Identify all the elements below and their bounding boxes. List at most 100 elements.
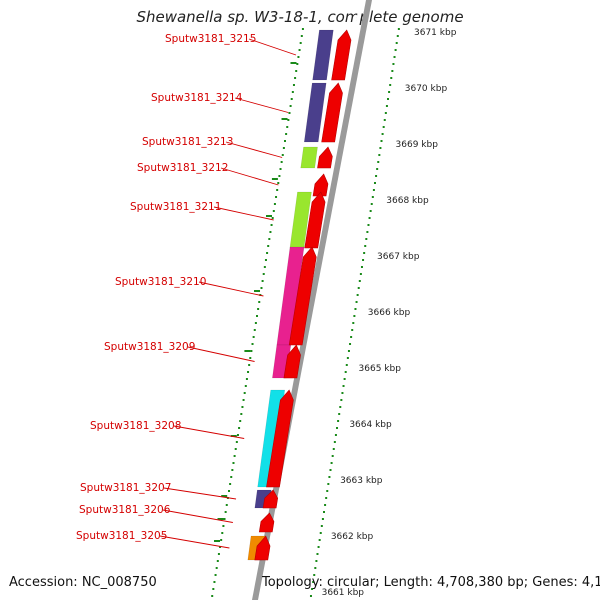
outer-tick-dot bbox=[389, 84, 392, 86]
inner-tick-dot bbox=[217, 553, 220, 555]
inner-tick-dot bbox=[229, 483, 232, 485]
outer-tick-dot bbox=[337, 420, 340, 422]
gene-leader-line bbox=[213, 206, 274, 221]
gene-label: Sputw3181_3208 bbox=[90, 420, 181, 432]
gene-arrow bbox=[331, 29, 352, 81]
outer-tick-dot bbox=[376, 168, 379, 170]
outer-tick-dot bbox=[366, 231, 369, 233]
inner-tick-dot bbox=[280, 161, 283, 163]
outer-tick-dot bbox=[330, 462, 333, 464]
outer-tick-dot bbox=[321, 518, 324, 520]
gene-label: Sputw3181_3213 bbox=[142, 136, 233, 148]
outer-tick-dot bbox=[358, 280, 361, 282]
inner-tick-dot bbox=[273, 203, 276, 205]
inner-tick-dot bbox=[211, 595, 214, 597]
gene-arrow bbox=[304, 191, 326, 249]
gene-label: Sputw3181_3210 bbox=[115, 276, 206, 288]
kbp-tick-label: 3669 kbp bbox=[396, 140, 439, 150]
inner-tick-dot bbox=[267, 245, 270, 247]
inner-tick-dot bbox=[292, 84, 295, 86]
inner-tick-dot bbox=[268, 238, 271, 240]
gene-arrow bbox=[266, 389, 294, 488]
outer-tick-dot bbox=[341, 392, 344, 394]
outer-tick-dot bbox=[314, 567, 317, 569]
outer-tick-dot bbox=[396, 35, 399, 37]
kbp-tick-label: 3665 kbp bbox=[359, 364, 402, 374]
outer-tick-dot bbox=[324, 504, 327, 506]
inner-tick-dot bbox=[240, 413, 243, 415]
outer-tick-dot bbox=[353, 315, 356, 317]
gene-label: Sputw3181_3207 bbox=[80, 482, 171, 494]
outer-tick-dot bbox=[309, 595, 312, 597]
inner-tick-dot bbox=[232, 462, 235, 464]
outer-tick-dot bbox=[319, 532, 322, 534]
outer-tick-dot bbox=[387, 98, 390, 100]
inner-tick-dot bbox=[242, 399, 245, 401]
inner-tick-dot bbox=[239, 420, 242, 422]
inner-tick-dot bbox=[275, 196, 278, 198]
inner-tick-dot bbox=[295, 70, 298, 72]
outer-tick-dot bbox=[332, 448, 335, 450]
outer-tick-dot bbox=[325, 497, 328, 499]
outer-tick-dot bbox=[327, 483, 330, 485]
gene-arrow bbox=[317, 146, 333, 169]
accession-text: Accession: NC_008750 bbox=[9, 575, 157, 590]
outer-tick-dot bbox=[364, 245, 367, 247]
outer-tick-dot bbox=[354, 308, 357, 310]
inner-major-tick bbox=[217, 518, 224, 520]
outer-tick-dot bbox=[351, 329, 354, 331]
inner-tick-dot bbox=[260, 287, 263, 289]
outer-tick-dot bbox=[357, 287, 360, 289]
outer-tick-dot bbox=[394, 49, 397, 51]
outer-tick-dot bbox=[371, 196, 374, 198]
gene-leader-line bbox=[159, 535, 230, 549]
gene-arrow bbox=[258, 512, 275, 533]
inner-tick-dot bbox=[278, 175, 281, 177]
outer-tick-dot bbox=[381, 133, 384, 135]
outer-tick-dot bbox=[359, 273, 362, 275]
inner-tick-dot bbox=[212, 588, 215, 590]
inner-tick-dot bbox=[253, 329, 256, 331]
outer-tick-dot bbox=[328, 476, 331, 478]
outer-tick-dot bbox=[338, 413, 341, 415]
gene-label: Sputw3181_3206 bbox=[79, 504, 171, 516]
gene-arrow bbox=[283, 344, 301, 379]
inner-major-tick bbox=[290, 62, 297, 64]
inner-tick-dot bbox=[294, 77, 297, 79]
inner-tick-dot bbox=[225, 504, 228, 506]
inner-tick-dot bbox=[290, 98, 293, 100]
inner-tick-dot bbox=[248, 364, 251, 366]
kbp-tick-label: 3661 kbp bbox=[322, 588, 365, 598]
inner-tick-dot bbox=[297, 56, 300, 58]
outer-tick-dot bbox=[368, 217, 371, 219]
outer-tick-dot bbox=[384, 112, 387, 114]
gene-label: Sputw3181_3205 bbox=[76, 530, 167, 542]
kbp-tick-label: 3670 kbp bbox=[405, 84, 448, 94]
outer-tick-dot bbox=[345, 364, 348, 366]
inner-tick-dot bbox=[296, 63, 299, 65]
kbp-tick-label: 3667 kbp bbox=[377, 252, 420, 262]
outer-tick-dot bbox=[390, 77, 393, 79]
outer-tick-dot bbox=[373, 182, 376, 184]
outer-tick-dot bbox=[318, 539, 321, 541]
kbp-tick-label: 3664 kbp bbox=[349, 420, 392, 430]
outer-tick-dot bbox=[315, 560, 318, 562]
outer-tick-dot bbox=[352, 322, 355, 324]
inner-tick-dot bbox=[219, 546, 222, 548]
inner-tick-dot bbox=[234, 448, 237, 450]
outer-tick-dot bbox=[339, 406, 342, 408]
inner-major-tick bbox=[266, 215, 272, 217]
inner-tick-dot bbox=[270, 224, 273, 226]
outer-tick-dot bbox=[372, 189, 375, 191]
gene-leader-line bbox=[187, 346, 255, 362]
outer-tick-dot bbox=[392, 63, 395, 65]
outer-tick-dot bbox=[356, 294, 359, 296]
outer-tick-dot bbox=[397, 28, 400, 30]
outer-tick-dot bbox=[346, 357, 349, 359]
inner-tick-dot bbox=[276, 189, 279, 191]
gene-label: Sputw3181_3211 bbox=[130, 201, 221, 213]
gene-leader-line bbox=[163, 487, 237, 500]
inner-tick-dot bbox=[277, 182, 280, 184]
inner-tick-dot bbox=[254, 322, 257, 324]
outer-tick-dot bbox=[363, 252, 366, 254]
